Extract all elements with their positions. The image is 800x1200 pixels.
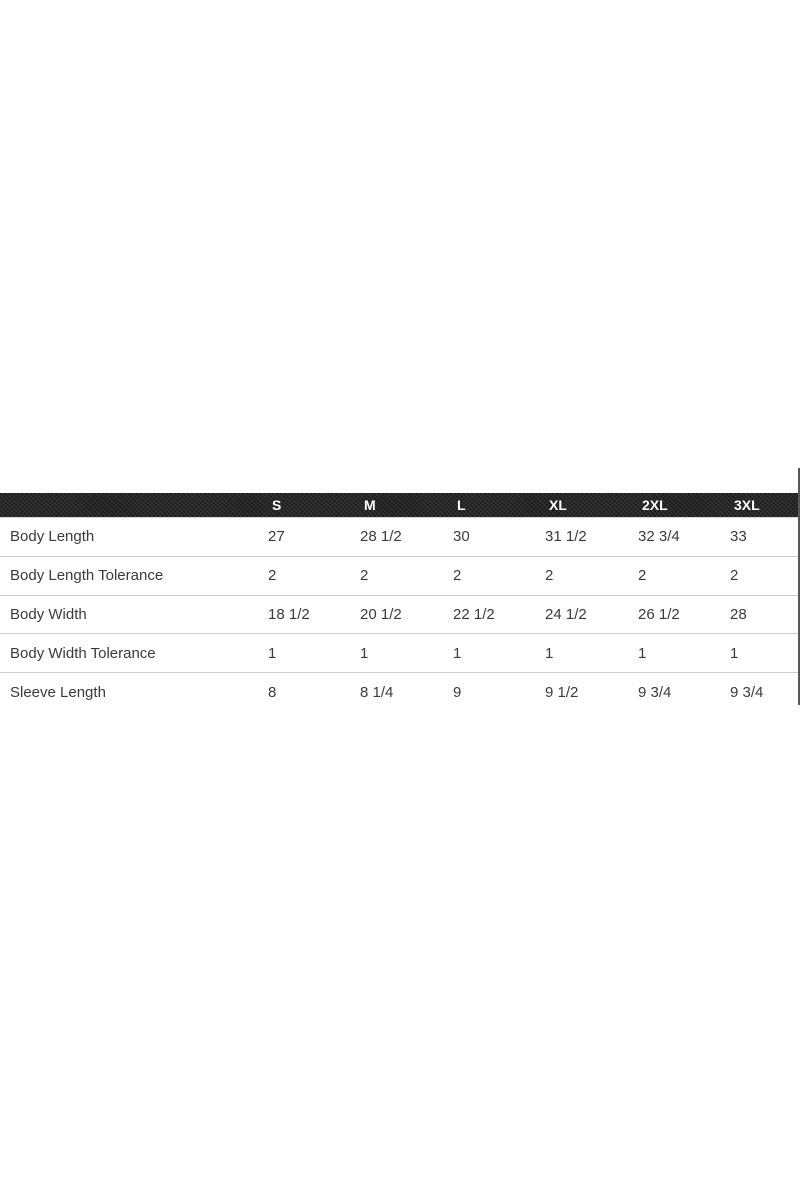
cell-value: 24 1/2: [545, 605, 587, 623]
cell-value: 22 1/2: [453, 605, 495, 623]
scrollbar-thumb[interactable]: [798, 468, 800, 705]
cell-value: 1: [453, 644, 462, 662]
row-label: Sleeve Length: [10, 683, 106, 701]
cell-value: 9 1/2: [545, 683, 579, 701]
cell-value: 31 1/2: [545, 528, 587, 546]
cell-value: 9 3/4: [730, 683, 764, 701]
cell-value: 9: [453, 683, 462, 701]
table-row: Body Length Tolerance 2 2 2 2 2 2: [0, 556, 800, 596]
cell-value: 33: [730, 528, 747, 546]
table-row: Body Width Tolerance 1 1 1 1 1 1: [0, 634, 800, 673]
column-header-2xl: 2XL: [642, 497, 668, 513]
cell-value: 8: [268, 683, 277, 701]
cell-value: 2: [638, 567, 647, 585]
column-header-3xl: 3XL: [734, 497, 760, 513]
cell-value: 1: [730, 644, 739, 662]
table-row: Body Width 18 1/2 20 1/2 22 1/2 24 1/2 2…: [0, 595, 800, 635]
cell-value: 2: [545, 567, 554, 585]
cell-value: 28 1/2: [360, 528, 402, 546]
cell-value: 8 1/4: [360, 683, 394, 701]
cell-value: 1: [545, 644, 554, 662]
cell-value: 32 3/4: [638, 528, 680, 546]
size-chart-table: S M L XL 2XL 3XL Body Length 27 28 1/2 3…: [0, 493, 800, 712]
column-header-xl: XL: [549, 497, 567, 513]
cell-value: 9 3/4: [638, 683, 672, 701]
cell-value: 1: [360, 644, 369, 662]
column-header-m: M: [364, 497, 376, 513]
table-row: Sleeve Length 8 8 1/4 9 9 1/2 9 3/4 9 3/…: [0, 673, 800, 712]
cell-value: 20 1/2: [360, 605, 402, 623]
row-label: Body Width Tolerance: [10, 644, 156, 662]
cell-value: 18 1/2: [268, 605, 310, 623]
cell-value: 28: [730, 605, 747, 623]
cell-value: 2: [730, 567, 739, 585]
column-header-s: S: [272, 497, 282, 513]
row-label: Body Length Tolerance: [10, 567, 164, 585]
cell-value: 27: [268, 528, 285, 546]
cell-value: 1: [268, 644, 277, 662]
table-header-row: S M L XL 2XL 3XL: [0, 493, 800, 518]
cell-value: 2: [360, 567, 369, 585]
cell-value: 2: [453, 567, 462, 585]
cell-value: 2: [268, 567, 277, 585]
cell-value: 30: [453, 528, 470, 546]
cell-value: 26 1/2: [638, 605, 680, 623]
row-label: Body Length: [10, 528, 95, 546]
column-header-l: L: [457, 497, 466, 513]
table-row: Body Length 27 28 1/2 30 31 1/2 32 3/4 3…: [0, 518, 800, 557]
cell-value: 1: [638, 644, 647, 662]
row-label: Body Width: [10, 605, 87, 623]
